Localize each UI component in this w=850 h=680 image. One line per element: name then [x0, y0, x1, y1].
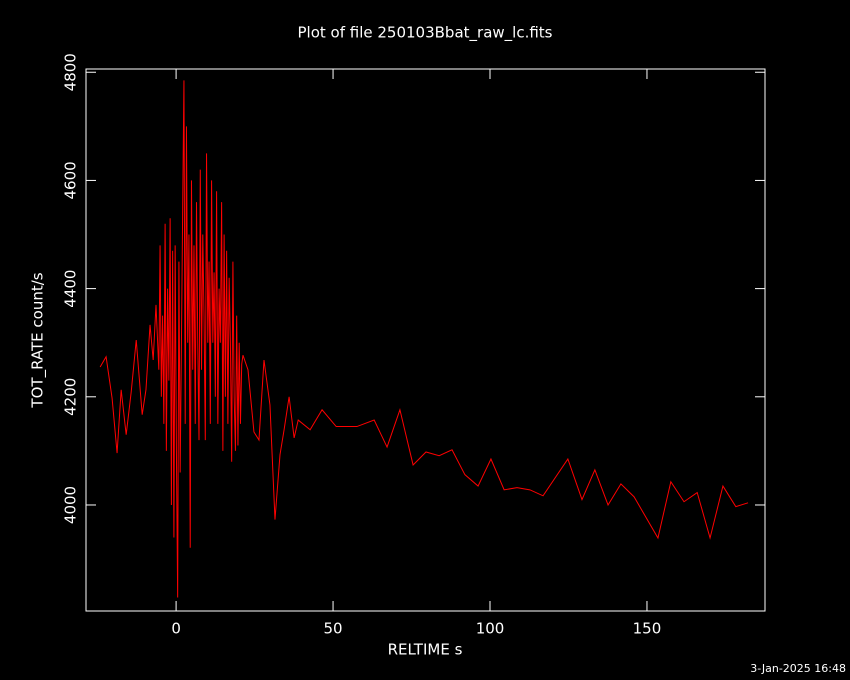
footer: 3-Jan-2025 16:48 — [750, 662, 846, 675]
x-tick-label: 150 — [633, 620, 662, 638]
plot-frame — [85, 68, 766, 612]
x-tick-label: 0 — [171, 620, 181, 638]
x-tick-label: 100 — [476, 620, 505, 638]
y-tick-label: 4000 — [62, 486, 80, 524]
y-tick-label: 4200 — [62, 378, 80, 416]
y-tick-label: 4400 — [62, 270, 80, 308]
x-tick-label: 50 — [324, 620, 343, 638]
light-curve — [99, 80, 749, 598]
y-tick-label: 4800 — [62, 53, 80, 91]
chart-title: Plot of file 250103Bbat_raw_lc.fits — [298, 24, 553, 43]
x-axis-label: RELTIME s — [388, 641, 463, 659]
y-axis-label: TOT_RATE count/s — [29, 272, 48, 408]
y-tick-label: 4600 — [62, 161, 80, 199]
